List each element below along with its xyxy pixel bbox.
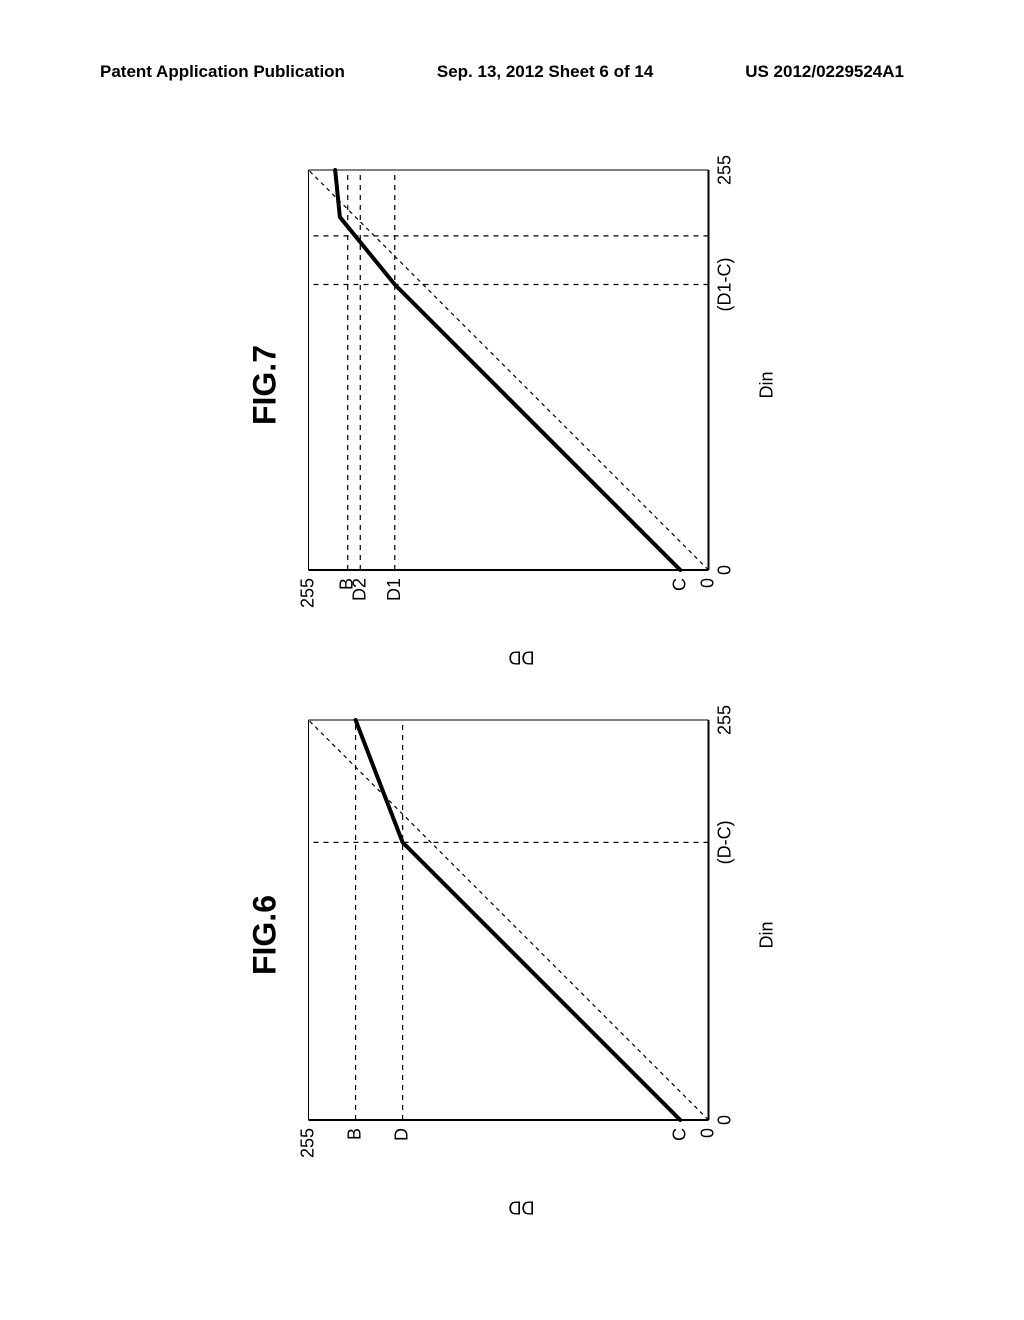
svg-text:C: C (669, 578, 689, 591)
page-header: Patent Application Publication Sep. 13, … (0, 62, 1024, 82)
fig6-x-label: Din (757, 922, 778, 949)
fig7-chart-wrapper: DD 0CD1D2B2550(D1-C)255 (294, 150, 749, 620)
figure-6: FIG.6 DD 0CDB2550(D-C)255 Din (247, 700, 778, 1170)
svg-text:C: C (669, 1128, 689, 1141)
svg-text:255: 255 (298, 578, 318, 608)
fig7-x-label: Din (757, 372, 778, 399)
figure-7: FIG.7 DD 0CD1D2B2550(D1-C)255 Din (247, 150, 778, 620)
svg-text:255: 255 (715, 705, 735, 735)
fig7-y-label: DD (508, 647, 534, 668)
svg-text:D1: D1 (384, 578, 404, 601)
figure-container: FIG.6 DD 0CDB2550(D-C)255 Din FIG.7 DD 0… (247, 150, 778, 1170)
header-left: Patent Application Publication (100, 62, 345, 82)
fig6-chart-wrapper: DD 0CDB2550(D-C)255 (294, 700, 749, 1170)
header-center: Sep. 13, 2012 Sheet 6 of 14 (437, 62, 653, 82)
fig6-chart: 0CDB2550(D-C)255 (294, 700, 744, 1170)
svg-text:255: 255 (298, 1128, 318, 1158)
header-right: US 2012/0229524A1 (745, 62, 904, 82)
svg-text:B: B (337, 578, 357, 590)
fig7-title: FIG.7 (247, 345, 284, 425)
fig6-title: FIG.6 (247, 895, 284, 975)
svg-text:(D1-C): (D1-C) (715, 258, 735, 312)
svg-text:0: 0 (698, 578, 718, 588)
svg-text:255: 255 (715, 155, 735, 185)
svg-text:(D-C): (D-C) (715, 820, 735, 864)
fig7-chart: 0CD1D2B2550(D1-C)255 (294, 150, 744, 620)
svg-text:0: 0 (715, 1115, 735, 1125)
svg-text:B: B (345, 1128, 365, 1140)
svg-text:0: 0 (715, 565, 735, 575)
svg-text:D: D (392, 1128, 412, 1141)
svg-text:0: 0 (698, 1128, 718, 1138)
fig6-y-label: DD (508, 1197, 534, 1218)
